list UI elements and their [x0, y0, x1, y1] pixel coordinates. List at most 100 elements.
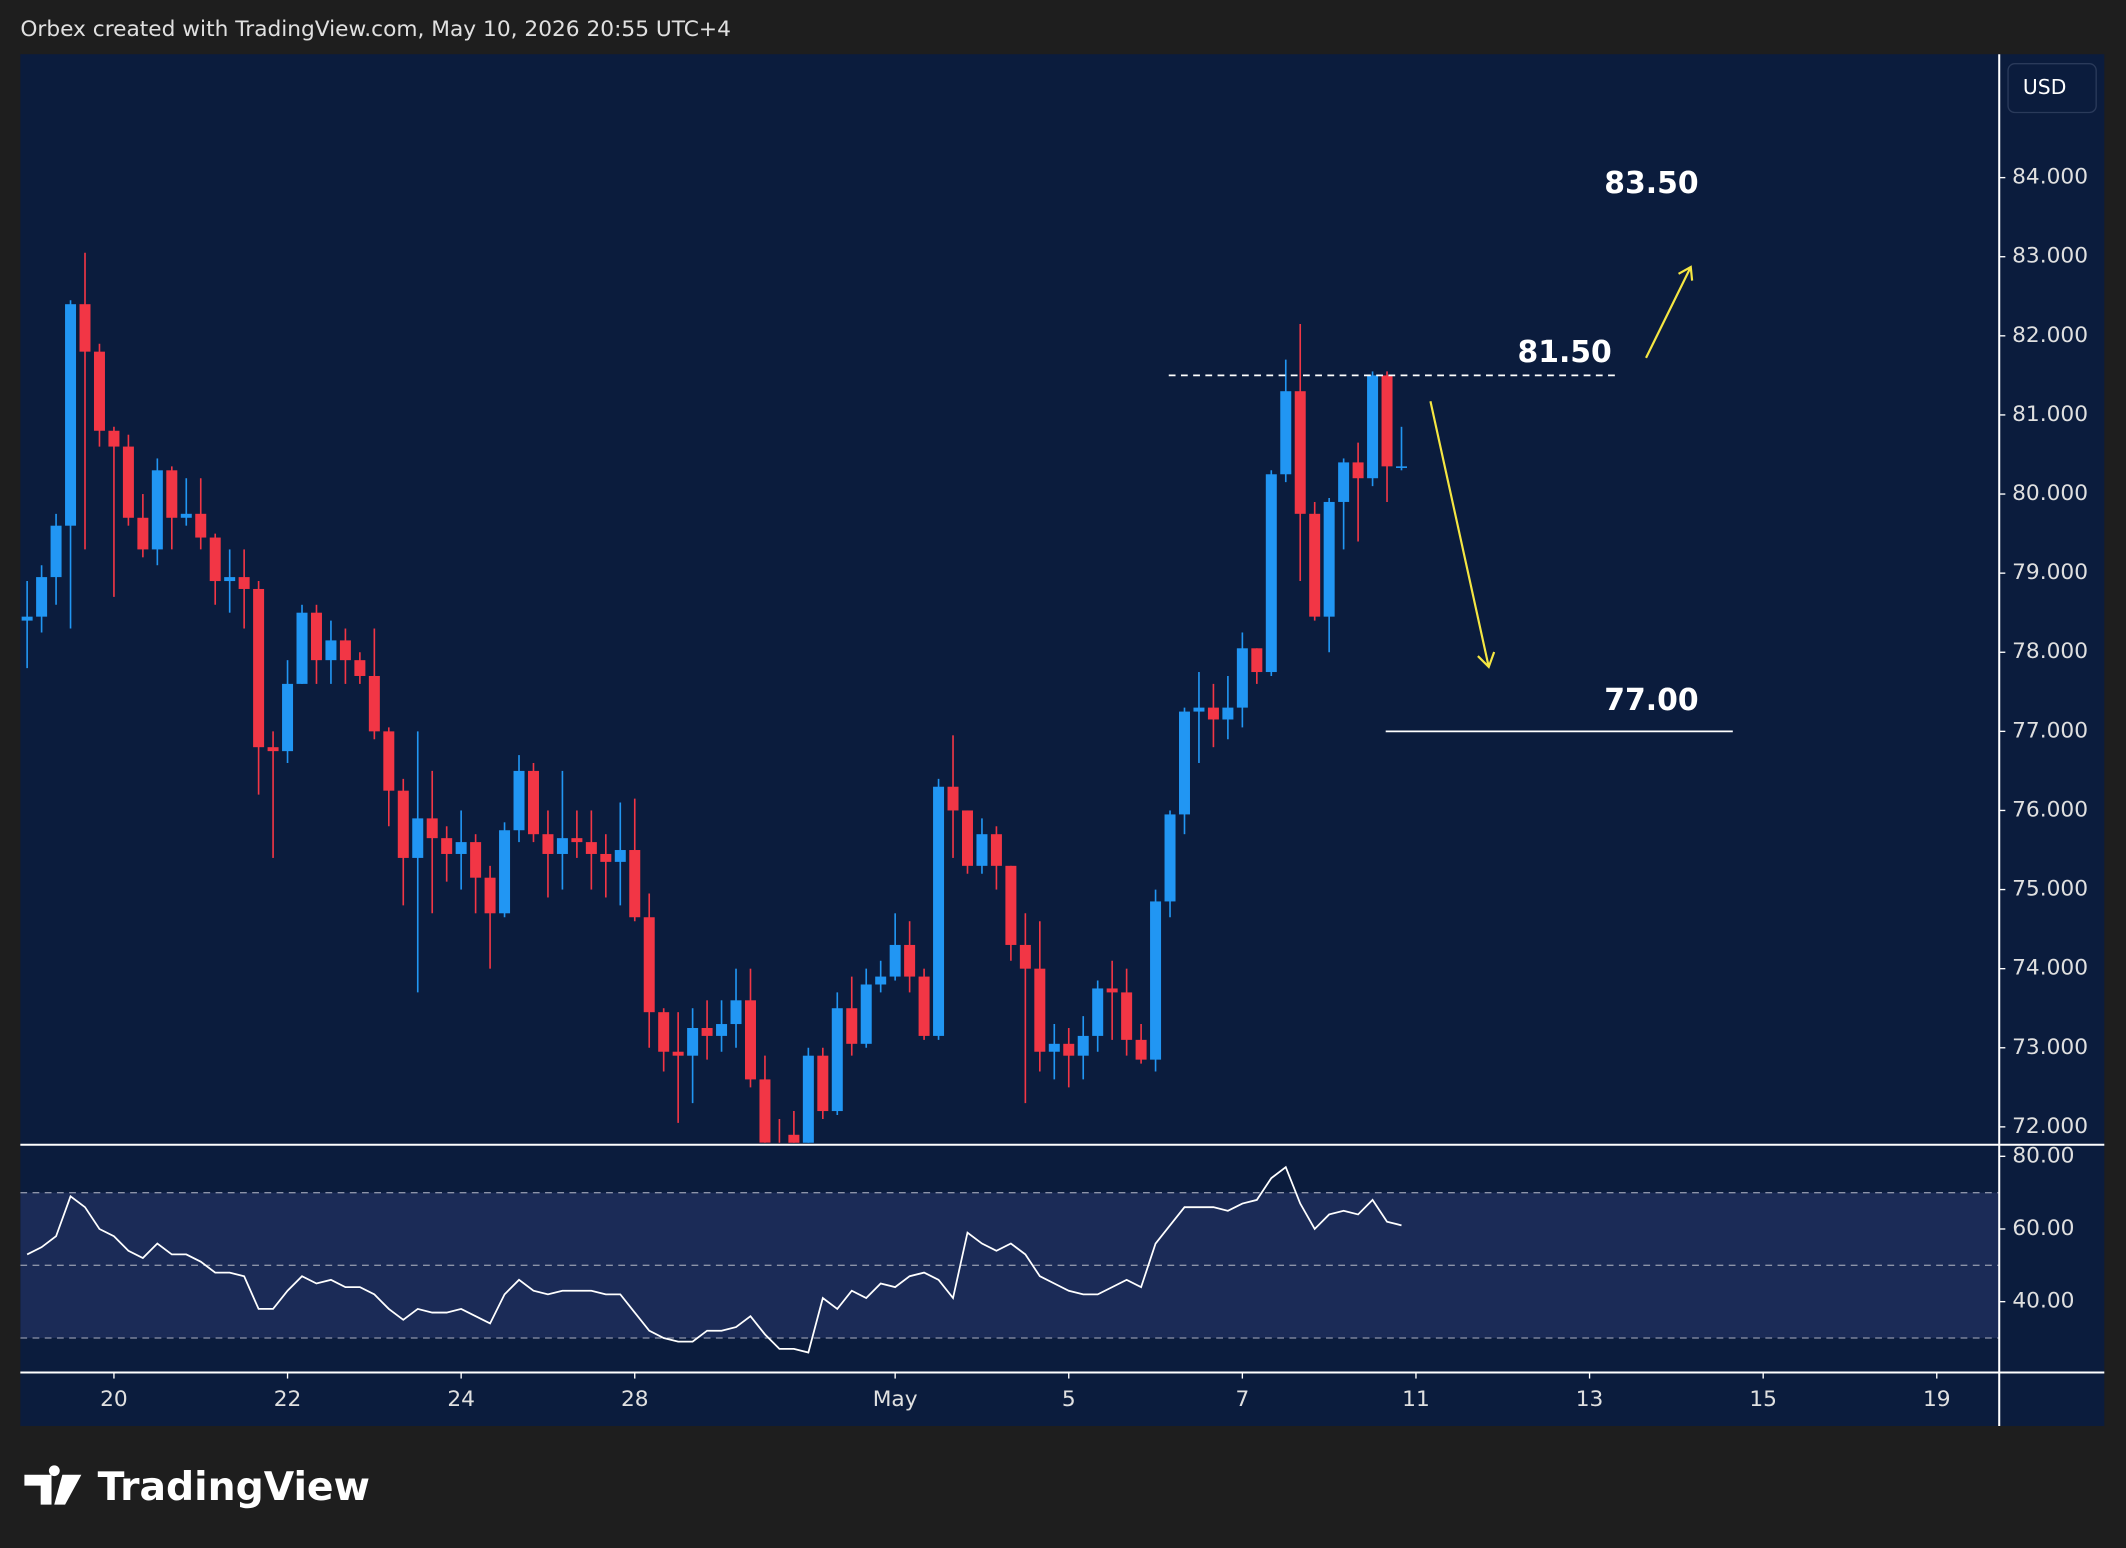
candle-body [831, 1008, 843, 1112]
candle-body [1352, 462, 1364, 479]
candle-body [1106, 988, 1118, 993]
candle-body [1207, 707, 1219, 720]
candle-body [1396, 466, 1407, 468]
y-tick-label: 79.000 [2012, 560, 2088, 585]
candle-body [527, 770, 539, 835]
rsi-pane [20, 1165, 1999, 1354]
candle-body [585, 842, 597, 854]
y-tick-label: 72.000 [2012, 1114, 2088, 1139]
candle-body [455, 842, 467, 854]
candle-body [224, 577, 236, 582]
candle-body [166, 470, 178, 518]
candle-body [672, 1051, 684, 1056]
candle-body [687, 1027, 699, 1056]
candle-body [614, 850, 626, 862]
candle-body [961, 810, 973, 866]
candle-body [658, 1012, 670, 1052]
candle-body [716, 1024, 728, 1036]
rsi-line [26, 1165, 1402, 1354]
x-tick-label: 28 [621, 1387, 649, 1412]
candle-body [21, 616, 33, 621]
candle-body [730, 1000, 742, 1025]
candle-body [817, 1055, 829, 1112]
candle-body [1092, 988, 1104, 1036]
candle-body [93, 351, 105, 431]
candle-body [1019, 944, 1031, 969]
candle-body [933, 786, 945, 1036]
candle-body [50, 525, 62, 578]
x-tick-label: 24 [447, 1387, 475, 1412]
candle-body [860, 984, 872, 1044]
rsi-tick-label: 60.00 [2012, 1216, 2074, 1241]
x-tick-label: 15 [1749, 1387, 1777, 1412]
candle-body [1005, 865, 1017, 945]
candle-body [426, 818, 438, 839]
candle-body [253, 588, 265, 748]
candle-body [238, 577, 250, 589]
y-tick-label: 76.000 [2012, 797, 2088, 822]
candle-body [629, 850, 641, 918]
x-tick-label: 11 [1402, 1387, 1430, 1412]
candle-body [1236, 648, 1248, 708]
forecast-arrows [1429, 265, 1694, 669]
level-label: 77.00 [1604, 683, 1698, 718]
candle-body [643, 917, 655, 1013]
x-tick-label: 7 [1235, 1387, 1249, 1412]
candle-body [1164, 814, 1176, 902]
rsi-tick-label: 40.00 [2012, 1289, 2074, 1314]
candle-body [1193, 707, 1205, 712]
candle-body [383, 731, 395, 791]
candle-body [441, 838, 453, 854]
down-arrow [1429, 401, 1496, 669]
candle-body [310, 612, 322, 661]
candle-body [1121, 992, 1133, 1040]
y-tick-label: 77.000 [2012, 718, 2088, 743]
level-label: 81.50 [1518, 335, 1612, 370]
y-tick-label: 74.000 [2012, 956, 2088, 981]
x-tick-label: 13 [1576, 1387, 1604, 1412]
axes: 72.000 73.000 74.000 75.000 76.000 77.000 78.0… [100, 165, 2088, 1413]
candle-body [1367, 375, 1379, 479]
candle-body [846, 1008, 858, 1044]
y-tick-label: 81.000 [2012, 402, 2088, 427]
y-tick-label: 82.000 [2012, 323, 2088, 348]
rsi-tick-label: 80.00 [2012, 1143, 2074, 1168]
candle-body [1222, 707, 1234, 720]
candle-body [542, 834, 554, 854]
x-tick-label: 22 [274, 1387, 302, 1412]
candle-body [788, 1134, 800, 1143]
candle-body [368, 675, 380, 732]
candle-body [1265, 474, 1277, 673]
candle-body [151, 470, 163, 550]
candle-body [1294, 391, 1306, 514]
candle-body [1150, 901, 1162, 1060]
candle-body [1178, 711, 1190, 815]
candle-body [180, 513, 192, 518]
candle-body [1048, 1043, 1060, 1052]
candle-body [1251, 648, 1263, 673]
currency-button[interactable] [2007, 63, 2097, 114]
y-tick-label: 80.000 [2012, 481, 2088, 506]
candle-body [108, 430, 120, 447]
candle-body [412, 818, 424, 858]
candle-body [296, 612, 308, 684]
currency-label: USD [2023, 75, 2066, 99]
candle-body [470, 842, 482, 878]
candle-body [1381, 375, 1393, 467]
candle-body [36, 577, 48, 617]
x-tick-label: 20 [100, 1387, 128, 1412]
candle-body [65, 304, 77, 526]
candle-body [209, 537, 221, 582]
candle-body [904, 944, 916, 977]
candle-body [325, 640, 337, 661]
candle-body [918, 976, 930, 1036]
candle-body [282, 683, 294, 752]
candle-body [195, 513, 207, 538]
candle-body [875, 976, 887, 985]
candle-body [802, 1055, 814, 1143]
price-pane [21, 252, 1733, 1143]
y-tick-label: 83.000 [2012, 244, 2088, 269]
candle-body [339, 640, 351, 661]
candle-body [947, 786, 959, 811]
